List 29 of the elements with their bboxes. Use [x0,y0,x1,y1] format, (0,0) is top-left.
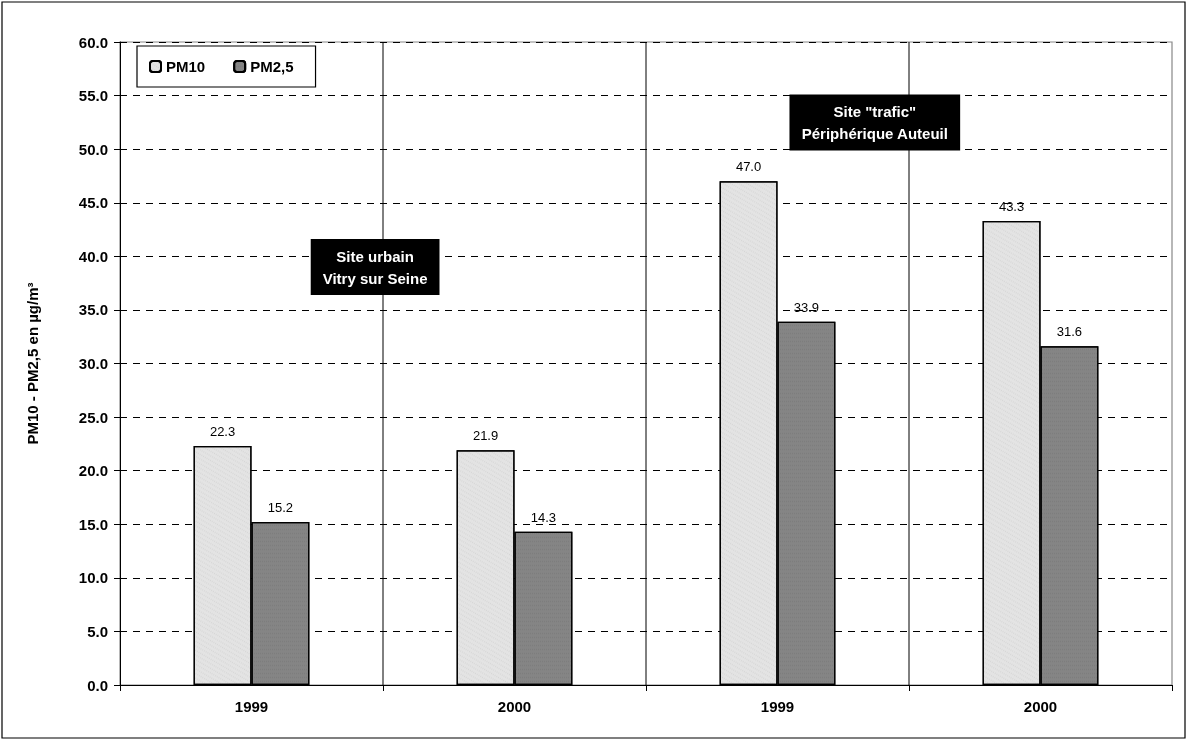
y-tick-label: 50.0 [78,140,108,158]
legend-label: PM2,5 [250,58,294,75]
data-label: 33.9 [793,299,820,315]
y-tick-label: 45.0 [78,194,108,212]
y-tick-label: 35.0 [78,301,108,319]
legend-label: PM10 [166,58,206,75]
y-tick-label: 40.0 [78,247,108,265]
x-tick-label: 1999 [760,698,795,715]
y-tick-label: 10.0 [78,569,108,587]
data-label: 47.0 [735,159,762,175]
data-label: 22.3 [209,424,236,440]
y-tick-label: 0.0 [87,676,108,694]
data-label: 14.3 [530,509,557,525]
y-tick-label: 25.0 [78,408,108,426]
x-tick-label: 2000 [1023,698,1058,715]
data-label: 31.6 [1056,324,1083,340]
y-tick-label: 20.0 [78,462,108,480]
y-tick-label: 55.0 [78,87,108,105]
data-label: 21.9 [472,428,499,444]
y-tick-label: 30.0 [78,355,108,372]
y-axis-title: PM10 - PM2,5 en µg/m³ [24,282,41,445]
y-tick-label: 5.0 [87,622,108,640]
x-tick-label: 1999 [234,698,269,715]
y-tick-label: 15.0 [78,515,108,533]
annotation: Site urbain Vitry sur Seine [322,247,428,287]
y-tick-label: 60.0 [78,33,108,51]
x-tick-label: 2000 [497,698,532,715]
annotation: Site "trafic" Périphérique Auteuil [801,102,948,142]
data-label: 15.2 [267,500,294,516]
